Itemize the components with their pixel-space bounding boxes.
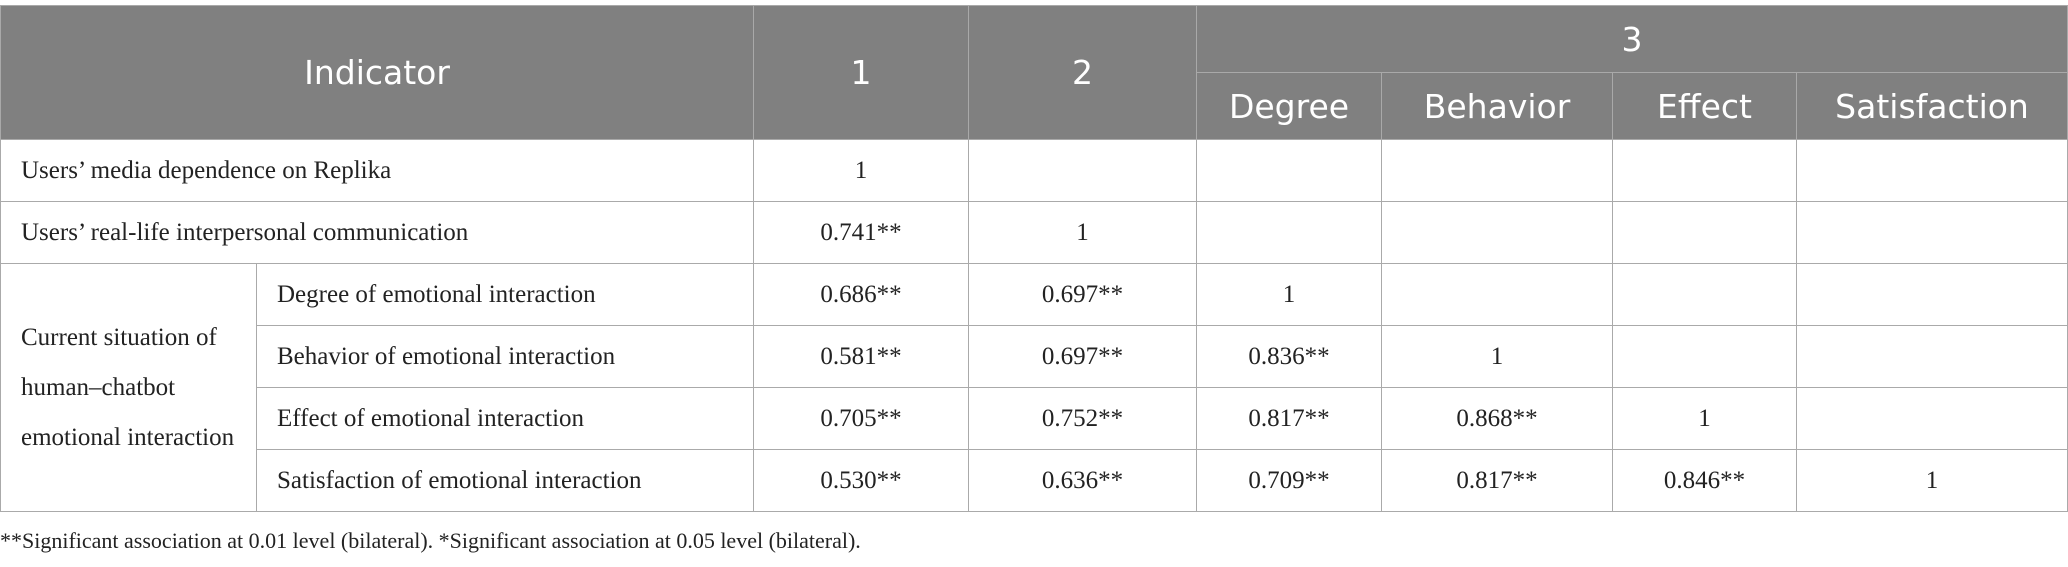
row-label: Satisfaction of emotional interaction [255,449,755,512]
table-row: Users’ media dependence on Replika 1 [0,139,2068,202]
value-cell: 0.705** [753,387,970,450]
header-cell: Degree [1196,72,1383,140]
header-cell: 2 [968,5,1198,140]
value-cell: 0.741** [753,201,970,264]
value-cell: 1 [968,201,1198,264]
header-cell: 3 [1196,5,2068,73]
value-cell [1796,387,2068,450]
table-row: Satisfaction of emotional interaction 0.5… [1,449,2068,512]
value-cell [1796,139,2068,202]
table-body: Users’ media dependence on Replika 1 Users… [0,139,2068,512]
value-cell: 1 [753,139,970,202]
value-cell [1381,263,1614,326]
correlation-table: Indicator 1 2 3 Degree Behavior Effect Satisfac… [0,5,2068,512]
value-cell [1612,325,1798,388]
header-cell: Indicator [0,5,755,140]
value-cell [1196,201,1383,264]
value-cell: 1 [1381,325,1614,388]
group-label: Current situation of human–chatbot emoti… [0,263,257,512]
row-label: Degree of emotional interaction [255,263,755,326]
value-cell: 1 [1612,387,1798,450]
value-cell: 0.530** [753,449,970,512]
table-row: Current situation of human–chatbot emoti… [0,263,2068,512]
value-cell [1796,201,2068,264]
header-cell: 1 [753,5,970,140]
value-cell: 0.697** [968,263,1198,326]
header-row: Indicator 1 2 3 [0,5,2068,140]
value-cell [1612,139,1798,202]
row-label: Users’ real-life interpersonal communica… [0,201,755,264]
value-cell: 0.581** [753,325,970,388]
header-cell: Behavior [1381,72,1614,140]
footnote: **Significant association at 0.01 level … [0,528,861,553]
table-row: Behavior of emotional interaction 0.581**… [1,325,2068,388]
value-cell: 0.846** [1612,449,1798,512]
table-row: Effect of emotional interaction 0.705** 0.… [1,387,2068,450]
value-cell [1196,139,1383,202]
table-header: Indicator 1 2 3 Degree Behavior Effect Satisfac… [0,5,2068,140]
value-cell: 0.817** [1196,387,1383,450]
header-cell: Effect [1612,72,1798,140]
value-cell [1612,201,1798,264]
row-label: Behavior of emotional interaction [255,325,755,388]
value-cell [1796,263,2068,326]
value-cell [1612,263,1798,326]
row-label: Effect of emotional interaction [255,387,755,450]
value-cell: 0.836** [1196,325,1383,388]
value-cell: 0.697** [968,325,1198,388]
table-row: Users’ real-life interpersonal communica… [0,201,2068,264]
value-cell: 0.686** [753,263,970,326]
value-cell: 0.817** [1381,449,1614,512]
value-cell: 0.752** [968,387,1198,450]
row-label: Users’ media dependence on Replika [0,139,755,202]
value-cell: 1 [1196,263,1383,326]
value-cell: 0.868** [1381,387,1614,450]
header-cell: Satisfaction [1796,72,2068,140]
value-cell [1381,139,1614,202]
value-cell: 1 [1796,449,2068,512]
value-cell [1381,201,1614,264]
value-cell: 0.636** [968,449,1198,512]
value-cell: 0.709** [1196,449,1383,512]
value-cell [968,139,1198,202]
value-cell [1796,325,2068,388]
header-row: Degree Behavior Effect Satisfaction [1,72,2068,140]
